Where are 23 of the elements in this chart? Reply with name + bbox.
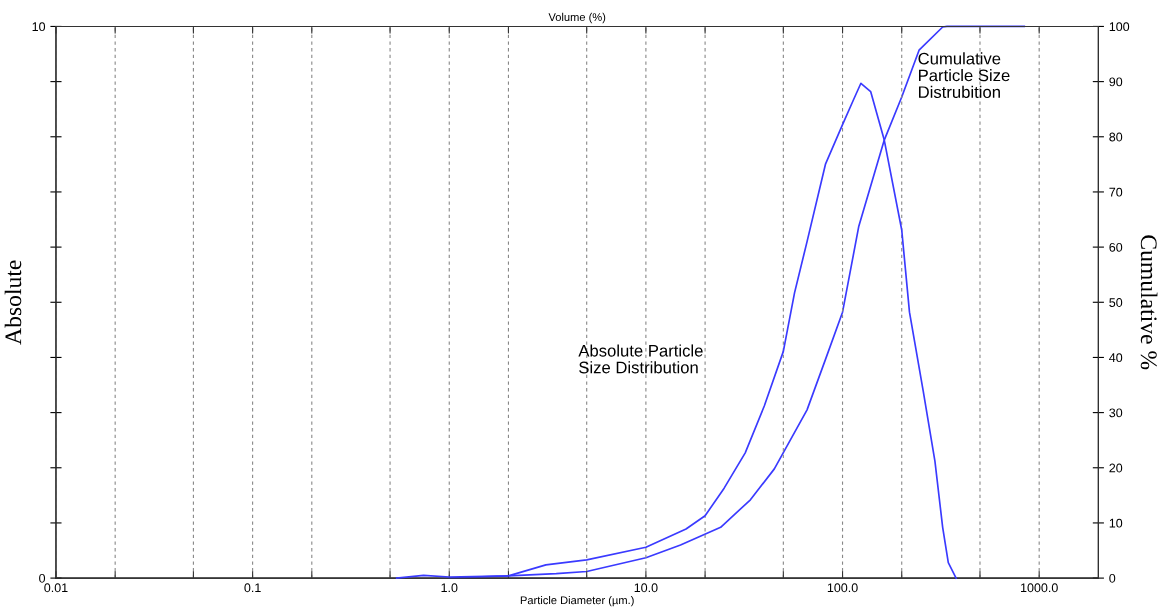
y2-tick-label: 100 [1109,22,1130,32]
x-tick-label: 1000.0 [1021,583,1058,593]
x-tick-label: 1.0 [441,583,458,593]
y2-tick-label: 0 [1109,573,1116,583]
annotation: Absolute Particle Size Distribution [578,344,703,374]
y2-tick-label: 90 [1109,77,1123,87]
y2-tick-label: 80 [1109,132,1123,142]
y2-tick-label: 30 [1109,408,1123,418]
y2-tick-label: 10 [1109,518,1123,528]
x-tick-label: 10.0 [634,583,658,593]
y2-tick-label: 70 [1109,187,1123,197]
annotation: Cumulative Particle Size Distrubition [918,52,1010,99]
x-tick-label: 0.1 [244,583,261,593]
y2-tick-label: 50 [1109,298,1123,307]
y2-tick-label: 60 [1109,242,1123,252]
y2-tick-label: 40 [1109,353,1123,363]
y2-tick-label: 20 [1109,463,1123,473]
y-axis-title: Absolute [4,260,22,345]
x-axis-title: Particle Diameter (µm.) [520,596,634,607]
x-tick-label: 0.01 [44,583,68,593]
y2-axis-title: Cumulative % [1140,235,1158,370]
x-tick-label: 100.0 [827,583,858,593]
chart-title: Volume (%) [548,12,606,24]
